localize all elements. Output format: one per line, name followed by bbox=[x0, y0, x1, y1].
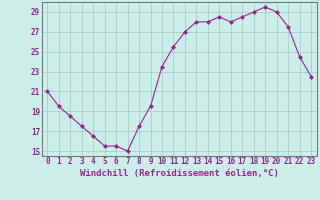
X-axis label: Windchill (Refroidissement éolien,°C): Windchill (Refroidissement éolien,°C) bbox=[80, 169, 279, 178]
